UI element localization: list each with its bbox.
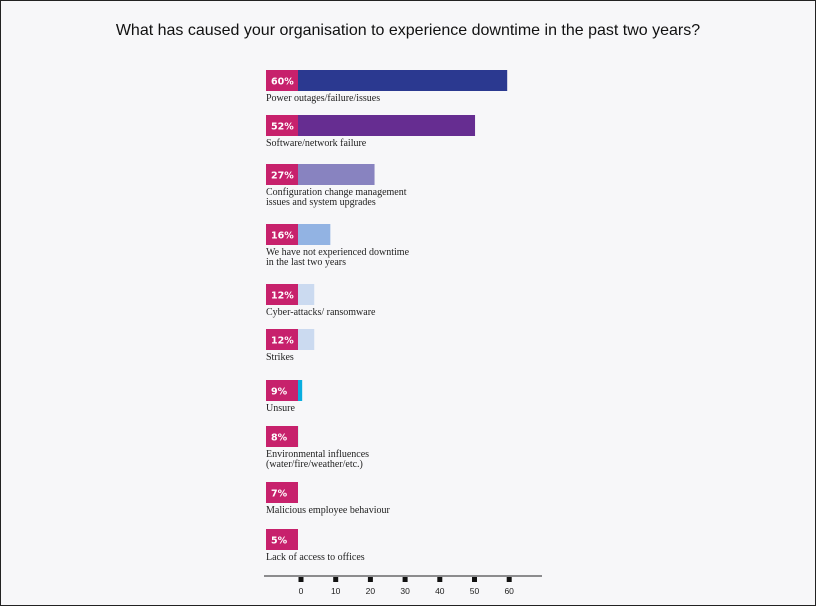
x-tick-label-20: 20 bbox=[366, 586, 376, 596]
x-tick-label-0: 0 bbox=[299, 586, 304, 596]
bar-1 bbox=[266, 70, 508, 91]
x-tick-mark-10 bbox=[333, 577, 339, 582]
category-label-5-line-1: Cyber-attacks/ ransomware bbox=[266, 307, 376, 318]
value-label-1: 60% bbox=[271, 77, 294, 88]
x-tick-mark-0 bbox=[298, 577, 304, 582]
value-badge-10 bbox=[266, 529, 298, 550]
value-label-6: 12% bbox=[271, 336, 294, 347]
category-label-3-line-1: Configuration change management bbox=[266, 187, 407, 198]
value-badge-2 bbox=[266, 115, 298, 136]
category-label-1-line-1: Power outages/failure/issues bbox=[266, 93, 380, 104]
category-label-3-line-2: issues and system upgrades bbox=[266, 197, 376, 208]
x-tick-label-30: 30 bbox=[400, 586, 410, 596]
value-badge-3 bbox=[266, 164, 298, 185]
value-label-10: 5% bbox=[271, 536, 288, 547]
value-label-8: 8% bbox=[271, 433, 288, 444]
value-badge-6 bbox=[266, 329, 298, 350]
x-tick-mark-50 bbox=[472, 577, 477, 582]
value-badge-9 bbox=[266, 482, 298, 503]
category-label-9-line-1: Malicious employee behaviour bbox=[266, 505, 391, 516]
value-badge-4 bbox=[266, 224, 298, 245]
category-label-4-line-2: in the last two years bbox=[266, 257, 346, 268]
x-tick-label-50: 50 bbox=[470, 586, 480, 596]
value-label-5: 12% bbox=[271, 291, 294, 302]
x-tick-mark-40 bbox=[437, 577, 443, 582]
value-badge-7 bbox=[266, 380, 298, 401]
x-tick-mark-60 bbox=[506, 577, 512, 582]
category-label-8-line-2: (water/fire/weather/etc.) bbox=[266, 459, 363, 470]
category-label-6-line-1: Strikes bbox=[266, 352, 294, 363]
value-label-4: 16% bbox=[271, 231, 294, 242]
category-label-8-line-1: Environmental influences bbox=[266, 449, 369, 460]
value-label-9: 7% bbox=[271, 489, 288, 500]
category-label-2-line-1: Software/network failure bbox=[266, 138, 367, 149]
category-label-4-line-1: We have not experienced downtime bbox=[266, 247, 410, 258]
category-label-7-line-1: Unsure bbox=[266, 403, 295, 414]
value-label-7: 9% bbox=[271, 387, 288, 398]
x-tick-label-10: 10 bbox=[331, 586, 341, 596]
x-tick-label-40: 40 bbox=[435, 586, 445, 596]
value-label-2: 52% bbox=[271, 122, 294, 133]
value-badge-8 bbox=[266, 426, 298, 447]
category-label-10-line-1: Lack of access to offices bbox=[266, 552, 365, 563]
bar-2 bbox=[266, 115, 476, 136]
value-badge-5 bbox=[266, 284, 298, 305]
chart-title: What has caused your organisation to exp… bbox=[115, 22, 701, 39]
x-tick-mark-30 bbox=[402, 577, 408, 582]
value-label-3: 27% bbox=[271, 171, 294, 182]
x-tick-mark-20 bbox=[367, 577, 373, 582]
value-badge-1 bbox=[266, 70, 298, 91]
x-tick-label-60: 60 bbox=[504, 586, 514, 596]
